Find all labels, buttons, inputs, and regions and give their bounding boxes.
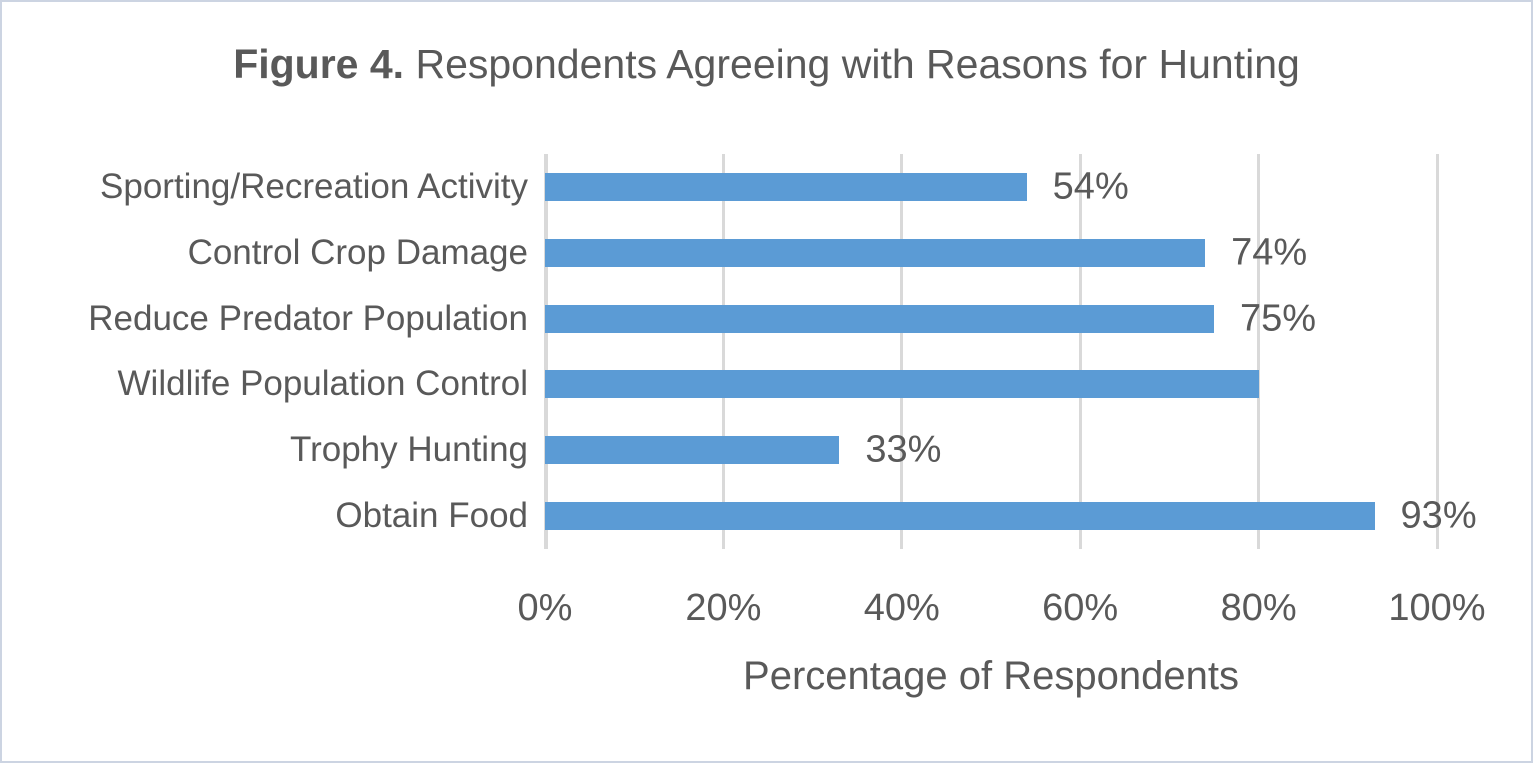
bar-row: [545, 352, 1437, 418]
category-label: Reduce Predator Population: [88, 298, 528, 338]
chart-title-prefix: Figure 4.: [233, 41, 405, 87]
gridline-20: [721, 154, 725, 549]
value-axis-line: [544, 154, 548, 549]
category-label: Control Crop Damage: [187, 232, 528, 272]
bar-row: 75%: [545, 286, 1437, 352]
bar: [545, 304, 1214, 333]
bar-row: 93%: [545, 483, 1477, 549]
chart-title-text: Respondents Agreeing with Reasons for Hu…: [404, 41, 1300, 87]
x-tick-label: 80%: [1220, 587, 1297, 629]
bar: [545, 238, 1206, 267]
bar: [545, 436, 840, 465]
plot-area: 54% 74% 75% 33% 93%: [544, 154, 1477, 549]
bar-row: 54%: [545, 154, 1437, 220]
category-axis-labels: Sporting/Recreation Activity Control Crop…: [10, 154, 528, 549]
gridline-40: [900, 154, 904, 549]
bar-data-label: 93%: [1400, 494, 1477, 537]
x-axis-title: Percentage of Respondents: [743, 654, 1239, 698]
bar: [545, 172, 1027, 201]
category-label: Wildlife Population Control: [117, 364, 528, 404]
bar-data-label: 33%: [865, 428, 942, 471]
gridline-100: [1435, 154, 1439, 549]
gridline-80: [1257, 154, 1261, 549]
bar: [545, 502, 1375, 531]
bar: [545, 370, 1259, 399]
x-tick-label: 20%: [685, 587, 762, 629]
x-tick-label: 0%: [517, 587, 573, 629]
gridline-60: [1078, 154, 1082, 549]
x-tick-label: 40%: [863, 587, 940, 629]
chart-title: Figure 4. Respondents Agreeing with Reas…: [2, 41, 1531, 87]
value-axis-tick-labels: 0% 20% 40% 60% 80% 100%: [2, 587, 1531, 635]
bar-data-label: 75%: [1240, 297, 1317, 340]
bar-row: 33%: [545, 417, 1437, 483]
category-label: Obtain Food: [335, 496, 528, 536]
bar-data-label: 54%: [1052, 165, 1129, 208]
bar-data-label: 74%: [1231, 231, 1308, 274]
category-label: Sporting/Recreation Activity: [100, 166, 528, 206]
x-tick-label: 100%: [1388, 587, 1486, 629]
bar-row: 74%: [545, 220, 1437, 286]
category-label: Trophy Hunting: [290, 430, 528, 470]
x-tick-label: 60%: [1042, 587, 1119, 629]
